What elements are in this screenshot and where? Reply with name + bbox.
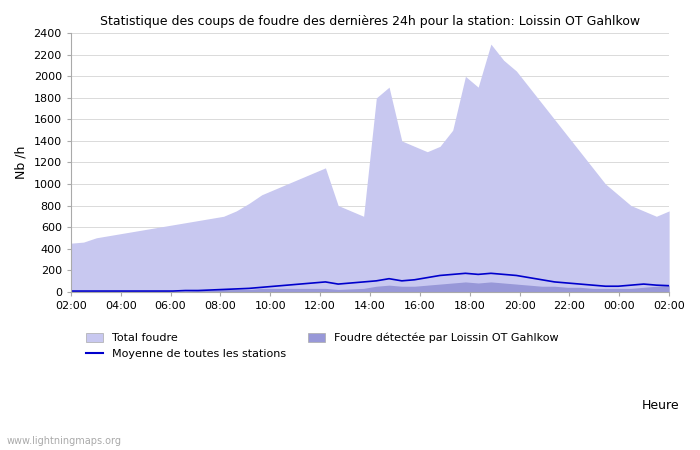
Legend: Total foudre, Moyenne de toutes les stations, Foudre détectée par Loissin OT Gah: Total foudre, Moyenne de toutes les stat… — [82, 328, 563, 364]
Text: Heure: Heure — [641, 399, 679, 412]
Text: www.lightningmaps.org: www.lightningmaps.org — [7, 436, 122, 446]
Y-axis label: Nb /h: Nb /h — [15, 146, 28, 179]
Title: Statistique des coups de foudre des dernières 24h pour la station: Loissin OT Ga: Statistique des coups de foudre des dern… — [100, 15, 640, 28]
